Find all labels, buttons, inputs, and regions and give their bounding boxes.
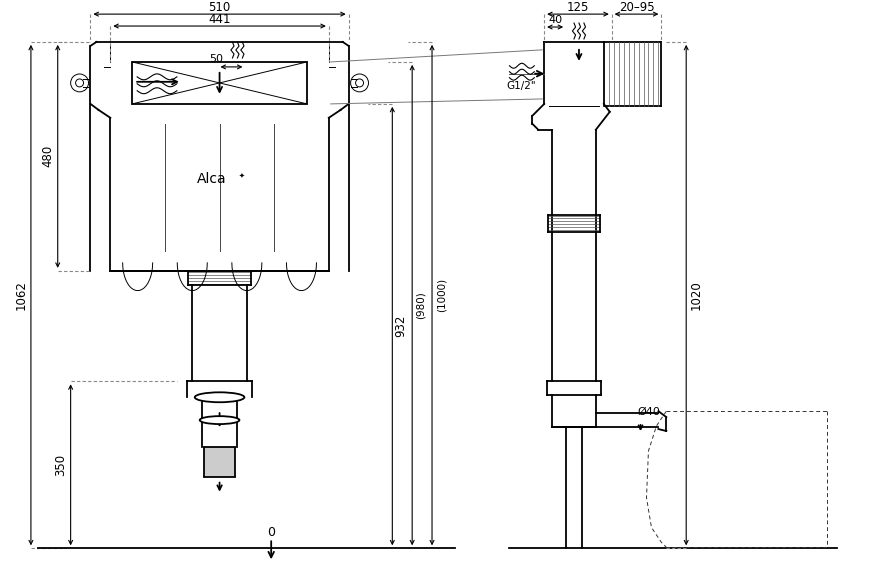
Text: 510: 510 (208, 1, 231, 13)
Text: ✦: ✦ (238, 173, 244, 178)
Text: 932: 932 (394, 315, 406, 338)
Text: 0: 0 (267, 526, 276, 539)
Text: (1000): (1000) (437, 278, 447, 312)
Text: 1062: 1062 (15, 280, 28, 310)
Text: 1020: 1020 (690, 280, 703, 310)
Text: 350: 350 (54, 454, 67, 476)
Text: 125: 125 (567, 1, 589, 13)
Bar (133, 62, 307, 104)
Text: 40: 40 (548, 15, 562, 25)
Text: (980): (980) (416, 291, 426, 319)
Ellipse shape (200, 416, 240, 424)
Text: Ø40: Ø40 (637, 407, 660, 417)
Text: Alca: Alca (197, 172, 227, 186)
Text: 20–95: 20–95 (619, 1, 654, 13)
Text: G1/2": G1/2" (507, 81, 536, 91)
Ellipse shape (194, 393, 244, 402)
Bar (204, 447, 235, 477)
Text: 480: 480 (41, 145, 54, 167)
Text: 441: 441 (208, 13, 231, 26)
Text: 50: 50 (209, 54, 223, 64)
